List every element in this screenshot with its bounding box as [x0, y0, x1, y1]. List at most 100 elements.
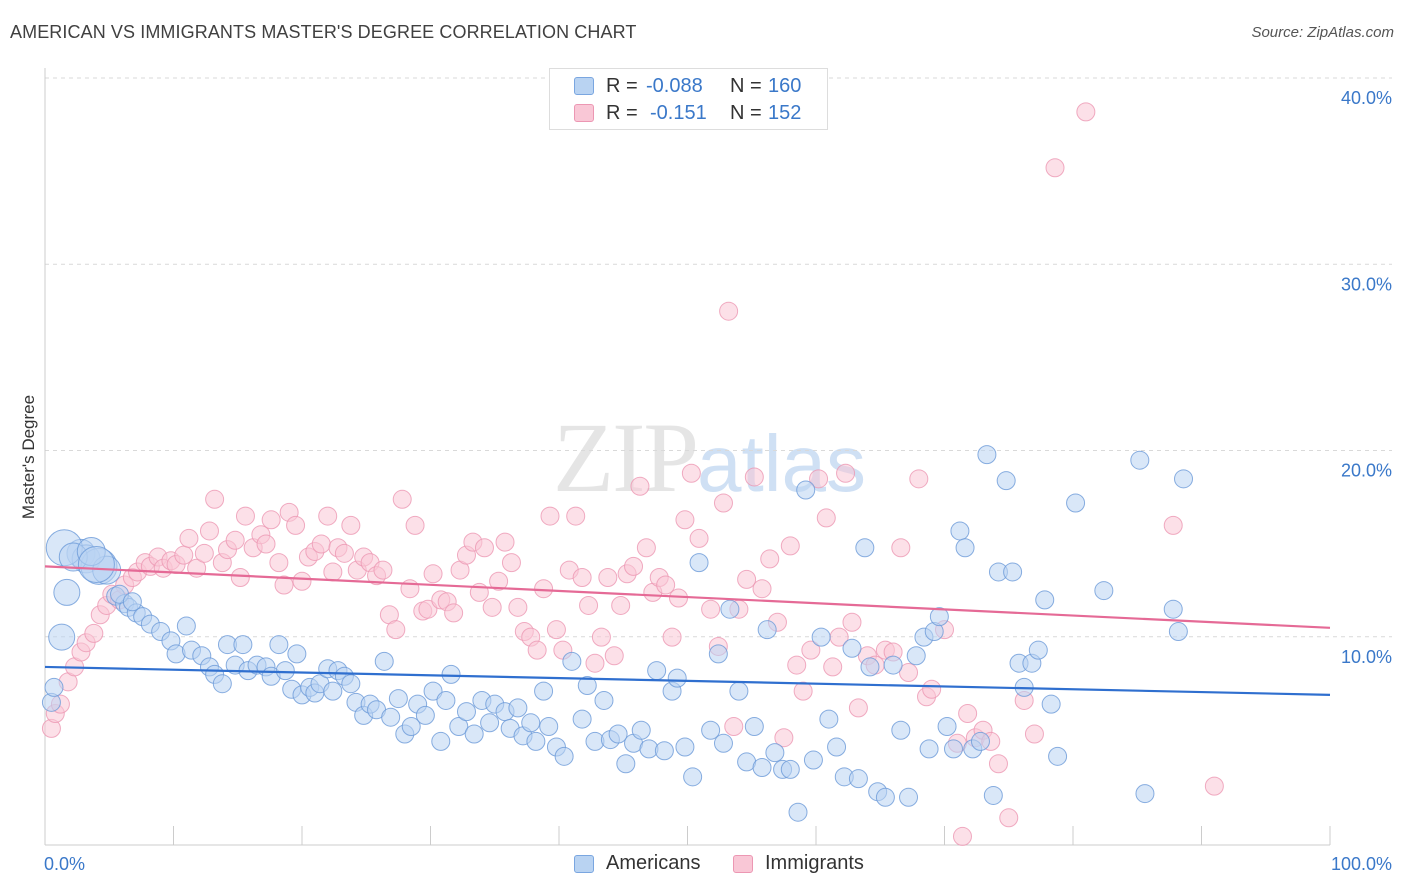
americans-point: [521, 713, 541, 733]
americans-point: [431, 731, 451, 751]
immigrants-point: [269, 553, 289, 573]
immigrants-point: [1204, 776, 1224, 796]
americans-point: [381, 707, 401, 727]
legend-americans-label: Americans: [606, 852, 701, 874]
legend-row-immigrants: R = -0.151 N = 152: [574, 101, 801, 125]
americans-point: [323, 681, 343, 701]
americans-point: [480, 713, 500, 733]
immigrants-point: [286, 515, 306, 535]
legend-immigrants-label: Immigrants: [765, 852, 864, 874]
immigrants-point: [656, 575, 676, 595]
axes: [44, 68, 1331, 846]
immigrants-point: [205, 489, 225, 509]
immigrants-point: [274, 575, 294, 595]
americans-point: [534, 681, 554, 701]
immigrants-point: [318, 506, 338, 526]
americans-point: [1066, 493, 1086, 513]
series-legend: Americans Immigrants: [0, 852, 1406, 878]
immigrants-point: [489, 571, 509, 591]
americans-point: [683, 767, 703, 787]
americans-point: [647, 661, 667, 681]
americans-point: [819, 709, 839, 729]
immigrants-point: [334, 543, 354, 563]
americans-point: [720, 599, 740, 619]
immigrants-point: [952, 826, 972, 846]
americans-point: [562, 651, 582, 671]
immigrants-point: [373, 560, 393, 580]
immigrants-point: [604, 646, 624, 666]
immigrants-point: [225, 530, 245, 550]
immigrants-point: [891, 538, 911, 558]
immigrants-point: [392, 489, 412, 509]
americans-point: [1048, 746, 1068, 766]
watermark-zip: ZIP: [553, 402, 699, 513]
americans-point: [122, 592, 142, 612]
americans-point: [883, 655, 903, 675]
immigrants-point: [540, 506, 560, 526]
immigrants-point: [636, 538, 656, 558]
immigrants-swatch-icon: [574, 104, 594, 122]
immigrants-point: [713, 493, 733, 513]
y-axis-title: Master's Degree: [19, 395, 38, 519]
immigrants-point: [958, 703, 978, 723]
americans-point: [287, 644, 307, 664]
immigrants-point: [1045, 158, 1065, 178]
americans-point: [176, 616, 196, 636]
immigrants-point: [842, 612, 862, 632]
americans-point: [577, 676, 597, 696]
americans-point: [44, 677, 64, 697]
immigrants-point: [681, 463, 701, 483]
legend-item-immigrants[interactable]: Immigrants: [733, 852, 864, 875]
americans-point: [1035, 590, 1055, 610]
x-tick-label: 100.0%: [1331, 854, 1392, 874]
immigrants-point: [744, 467, 764, 487]
immigrants-point: [179, 528, 199, 548]
immigrants-point: [793, 681, 813, 701]
americans-point: [423, 681, 443, 701]
legend-row-americans: R = -0.088 N = 160: [574, 74, 801, 98]
tick-labels: 10.0% 20.0% 30.0% 40.0% 0.0% 100.0% Master's D…: [19, 88, 1392, 874]
watermark-atlas: atlas: [697, 419, 866, 508]
americans-point: [1003, 562, 1023, 582]
immigrants-point: [501, 553, 521, 573]
immigrants-point: [323, 562, 343, 582]
americans-point: [757, 620, 777, 640]
americans-point: [996, 471, 1016, 491]
immigrants-point: [311, 534, 331, 554]
americans-point: [811, 627, 831, 647]
immigrants-point: [527, 640, 547, 660]
immigrants-point: [737, 569, 757, 589]
immigrants-point: [572, 568, 592, 588]
americans-point: [1168, 622, 1188, 642]
americans-point: [943, 739, 963, 759]
americans-point: [708, 644, 728, 664]
immigrants-point: [922, 679, 942, 699]
americans-point: [906, 646, 926, 666]
immigrants-point: [230, 568, 250, 588]
americans-point: [269, 635, 289, 655]
immigrants-point: [1163, 515, 1183, 535]
americans-point: [955, 538, 975, 558]
y-tick-label: 40.0%: [1341, 88, 1392, 108]
immigrants-point: [579, 595, 599, 615]
immigrants-point: [405, 515, 425, 535]
americans-point: [77, 545, 115, 583]
americans-point: [919, 739, 939, 759]
immigrants-point: [474, 538, 494, 558]
americans-point: [689, 553, 709, 573]
n-label: N =: [730, 74, 762, 97]
americans-point: [436, 690, 456, 710]
immigrants-point: [624, 556, 644, 576]
americans-swatch-icon: [574, 854, 594, 873]
x-tick-label: 0.0%: [44, 854, 85, 874]
americans-point: [449, 717, 469, 737]
immigrants-point: [836, 463, 856, 483]
americans-point: [788, 802, 808, 822]
immigrants-swatch-icon: [733, 854, 753, 873]
immigrants-point: [400, 579, 420, 599]
americans-point: [842, 638, 862, 658]
americans-point: [675, 737, 695, 757]
legend-item-americans[interactable]: Americans: [574, 852, 700, 875]
immigrants-point: [591, 627, 611, 647]
americans-point: [1135, 784, 1155, 804]
